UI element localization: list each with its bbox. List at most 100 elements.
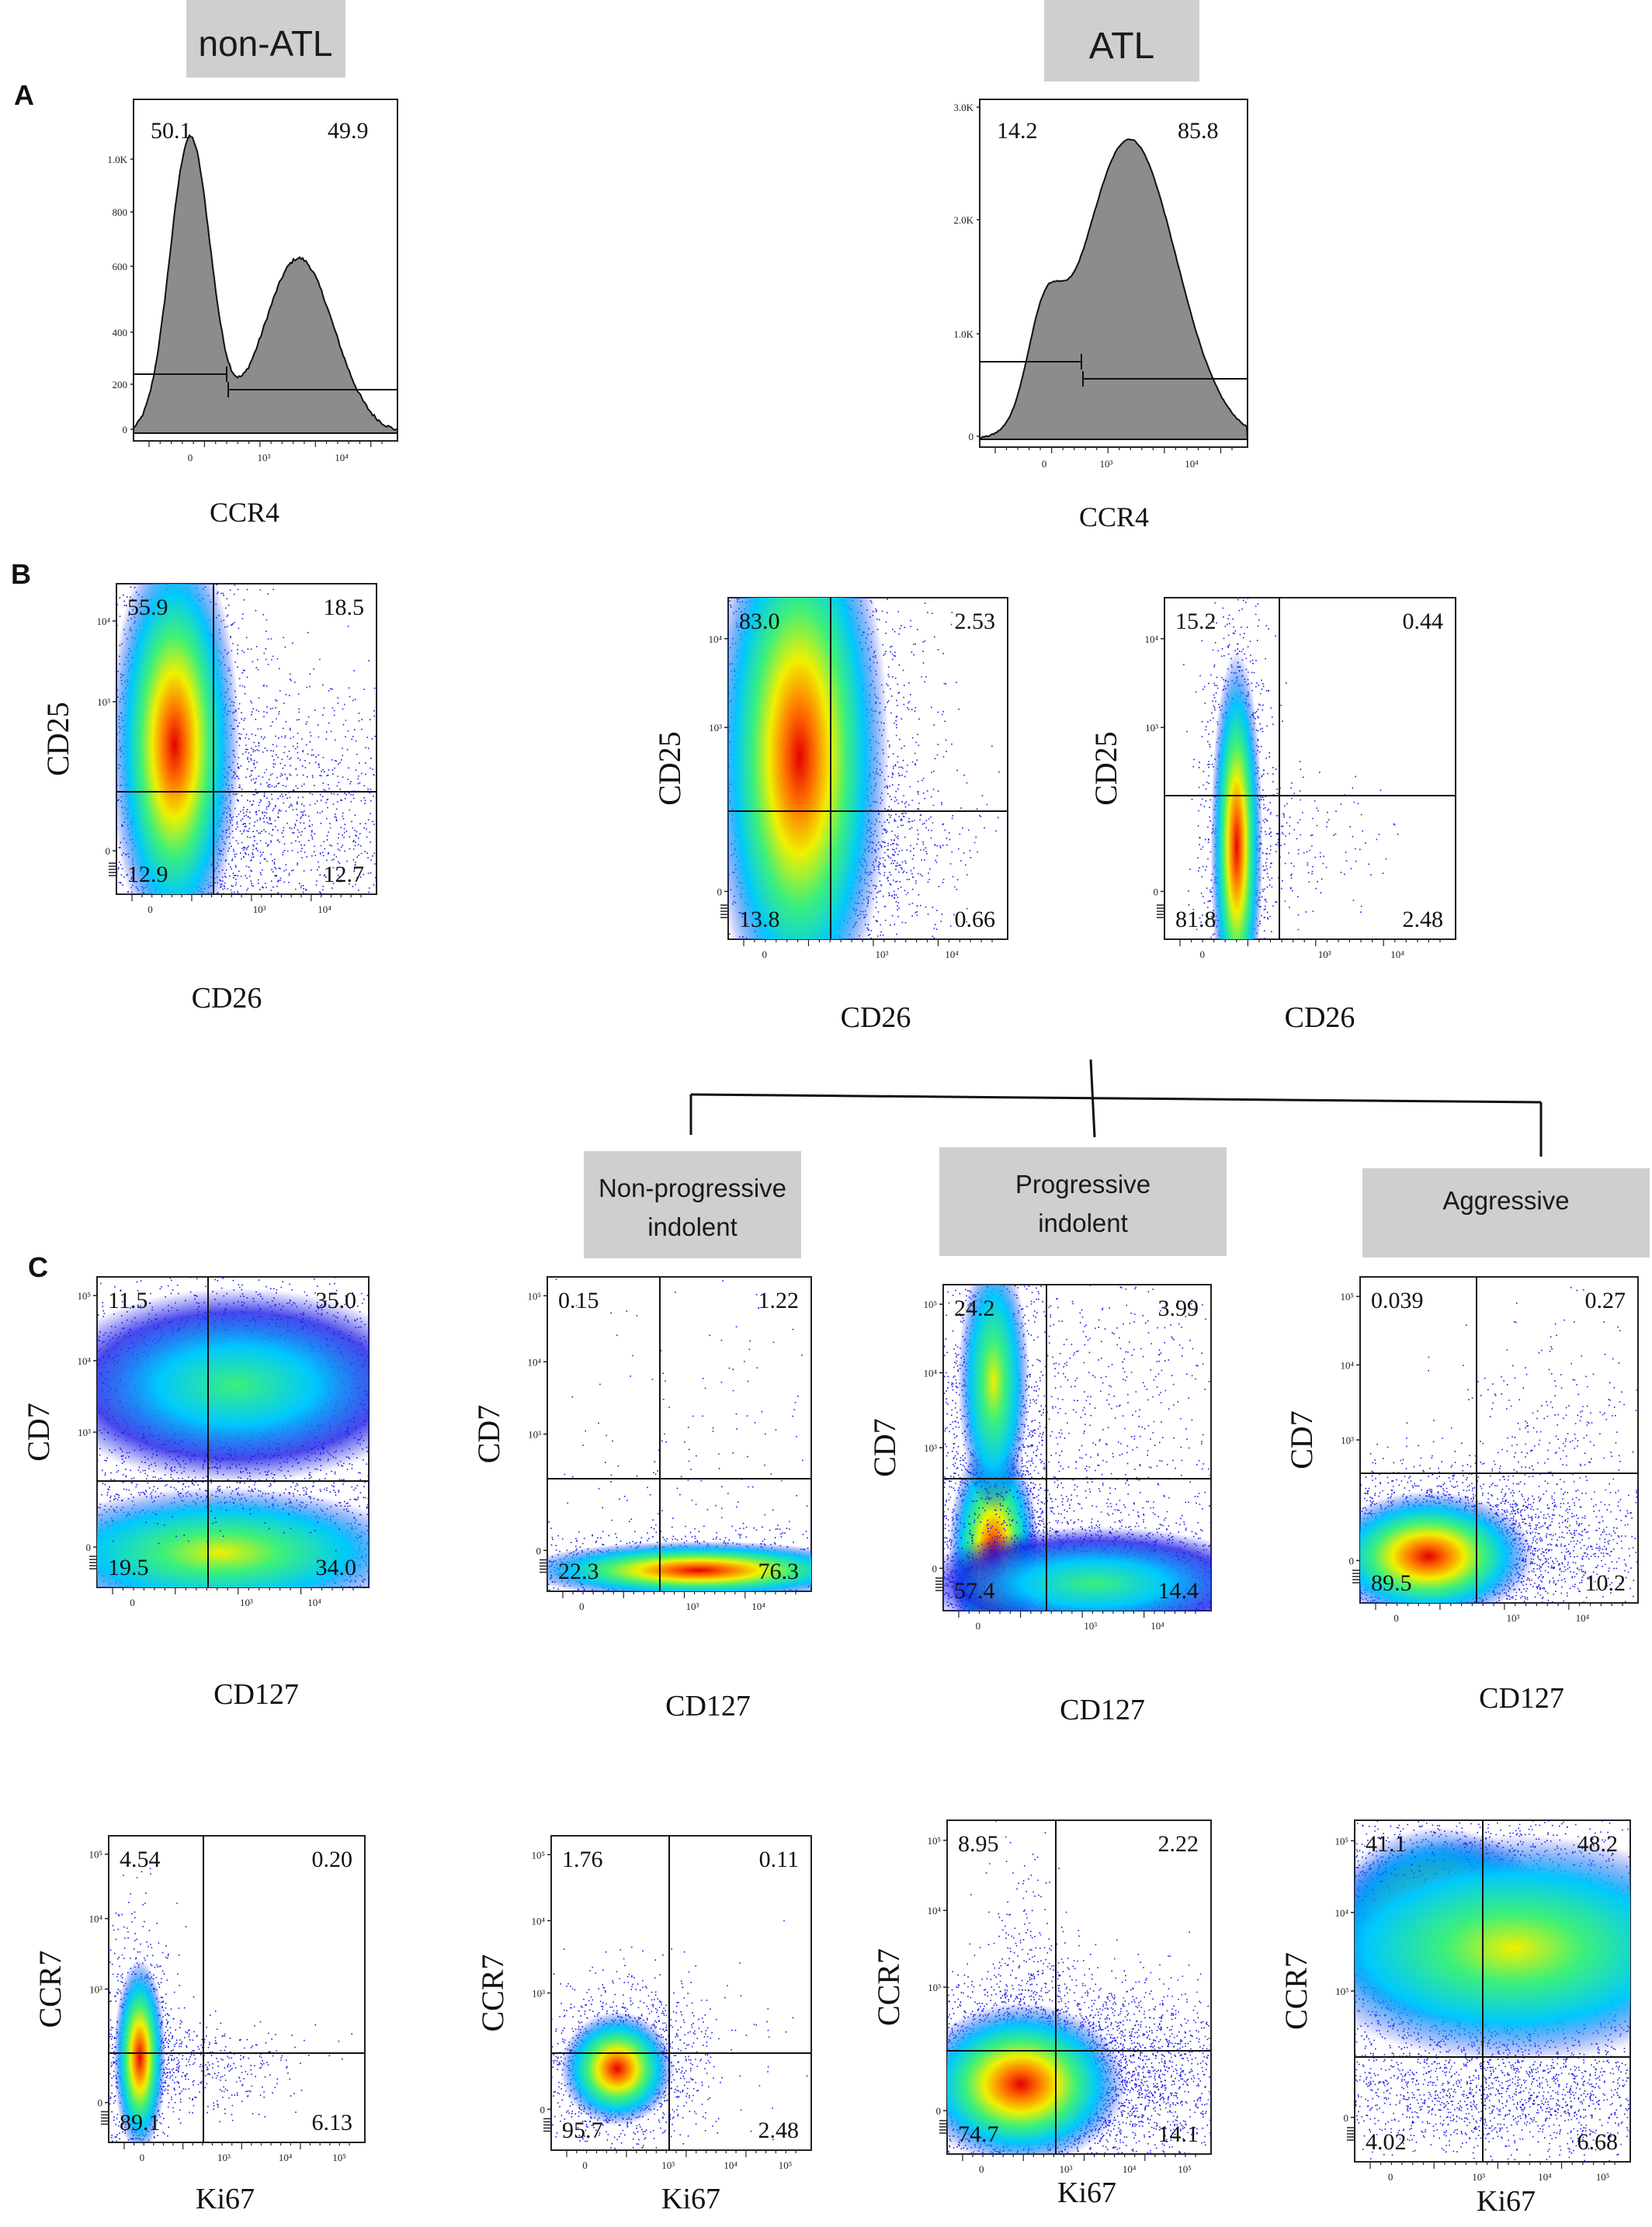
event-dots — [1355, 2007, 1630, 2162]
header-box-non-progressive — [584, 1151, 801, 1258]
density-plot-b1: 55.9 18.5 12.9 12.7 10⁴ 10³ 0 0 10³ 10⁴ CD26 CD25 — [40, 583, 377, 1015]
density-plot-d3: 8.95 2.22 74.7 14.1 10⁵ 10⁴ 10³ 0 0 10³ 10⁴ 10⁵ Ki67… — [871, 1819, 1212, 2209]
quadrant-label-upper-right: 0.20 — [312, 1847, 353, 1872]
quadrant-label-lower-right: 14.1 — [1158, 2121, 1199, 2147]
y-axis-label: CD25 — [652, 731, 687, 806]
x-tick-label: 0 — [1388, 2171, 1393, 2183]
quadrant-label-upper-left: 0.15 — [558, 1288, 599, 1313]
y-tick-label: 10⁵ — [1334, 1835, 1348, 1847]
header-box-aggressive — [1362, 1168, 1650, 1257]
x-tick-label: 10⁴ — [1390, 949, 1404, 960]
gate-label-left: 50.1 — [151, 118, 192, 144]
y-tick-label: 10³ — [709, 722, 722, 734]
quadrant-label-upper-left: 41.1 — [1366, 1831, 1407, 1857]
y-tick-label: 2.0K — [953, 214, 974, 226]
header-box-non-atl — [186, 0, 345, 78]
y-tick-label: 10⁵ — [1340, 1291, 1354, 1303]
header-aggressive: Aggressive — [1442, 1186, 1569, 1215]
y-axis-label: CD7 — [471, 1405, 506, 1464]
x-tick-label: 0 — [1393, 1612, 1399, 1624]
x-tick-label: 10⁴ — [1185, 458, 1199, 470]
quadrant-label-upper-right: 0.27 — [1585, 1288, 1626, 1313]
x-axis-label: CD127 — [665, 1690, 751, 1722]
quadrant-label-upper-left: 1.76 — [562, 1847, 603, 1872]
y-tick-label: 400 — [113, 327, 128, 338]
histogram-histA1: 1.0K 800 600 400 200 0 0 10³ 10⁴ 50.1 49.9 CCR4 — [107, 99, 398, 528]
quadrant-label-lower-right: 2.48 — [1403, 907, 1444, 932]
header-progressive-line2: indolent — [1038, 1209, 1128, 1237]
x-tick-label: 0 — [979, 2163, 984, 2175]
y-tick-label: 10³ — [89, 1984, 102, 1996]
y-tick-label: 0 — [106, 845, 111, 857]
y-axis-label: CD25 — [1088, 731, 1123, 806]
x-tick-label: 0 — [976, 1620, 981, 1632]
y-axis-label: CCR7 — [33, 1950, 68, 2028]
header-progressive-line1: Progressive — [1015, 1170, 1150, 1198]
y-tick-label: 10⁴ — [1334, 1907, 1348, 1919]
y-axis-label: CCR7 — [475, 1954, 510, 2031]
y-tick-label: 0 — [936, 2105, 942, 2117]
x-axis-label: CD127 — [213, 1678, 299, 1711]
y-tick-label: 10³ — [928, 1982, 941, 1993]
y-tick-label: 10³ — [924, 1442, 937, 1454]
x-tick-label: 10⁵ — [779, 2159, 793, 2171]
y-tick-label: 10⁴ — [77, 1355, 91, 1367]
x-tick-label: 10³ — [1100, 458, 1113, 470]
quadrant-label-lower-right: 2.48 — [758, 2118, 800, 2143]
y-tick-label: 10⁴ — [927, 1905, 941, 1917]
density-plot-d1: 4.54 0.20 89.1 6.13 10⁵ 10⁴ 10³ 0 0 10³ 10⁴ 10⁵ Ki67… — [33, 1835, 366, 2215]
quadrant-label-upper-left: 4.54 — [120, 1847, 161, 1872]
x-tick-label: 10⁴ — [279, 2152, 293, 2163]
x-tick-label: 10⁴ — [1123, 2163, 1137, 2175]
x-tick-label: 10³ — [661, 2159, 675, 2171]
quadrant-label-upper-left: 8.95 — [958, 1831, 999, 1857]
quadrant-label-upper-right: 0.11 — [759, 1847, 799, 1872]
y-axis-label: CD7 — [867, 1418, 902, 1477]
y-tick-label: 10⁵ — [88, 1849, 102, 1861]
x-tick-label: 10³ — [1318, 949, 1331, 960]
density-core — [943, 1526, 1211, 1611]
event-cloud — [1360, 1286, 1638, 1603]
y-tick-label: 10⁵ — [923, 1299, 937, 1310]
quadrant-label-lower-left: 12.9 — [127, 862, 168, 887]
plot-frame — [133, 99, 398, 442]
plot-frame — [547, 1276, 812, 1592]
density-core — [728, 598, 890, 939]
event-cloud — [943, 1285, 1211, 1611]
event-cloud — [116, 584, 377, 894]
density-core — [560, 2011, 675, 2126]
x-tick-label: 10⁴ — [1576, 1612, 1590, 1624]
density-plot-c2: 0.15 1.22 22.3 76.3 10⁵ 10⁴ 10³ 0 0 10³ 10⁴ CD127 CD… — [471, 1276, 812, 1722]
density-core — [1355, 1834, 1630, 2062]
panel-letter-b: B — [11, 558, 31, 590]
x-tick-label: 0 — [130, 1597, 135, 1608]
header-atl: ATL — [1089, 26, 1154, 67]
density-plot-c1: 11.5 35.0 19.5 34.0 10⁵ 10⁴ 10³ 0 0 10³ 10⁴ CD127 CD… — [21, 1276, 370, 1711]
y-tick-label: 10⁴ — [1144, 633, 1158, 645]
y-tick-label: 0 — [1349, 1555, 1355, 1566]
event-dots — [943, 1477, 1211, 1611]
plot-frame — [979, 99, 1248, 448]
quadrant-label-upper-left: 55.9 — [127, 595, 168, 620]
event-cloud — [1355, 1820, 1630, 2162]
density-core — [97, 1487, 369, 1587]
x-tick-label: 10³ — [1060, 2163, 1073, 2175]
quadrant-label-upper-right: 2.53 — [955, 609, 996, 634]
y-tick-label: 10⁴ — [531, 1915, 545, 1927]
event-cloud — [947, 1820, 1211, 2154]
y-tick-label: 10³ — [78, 1427, 91, 1438]
quadrant-label-upper-left: 15.2 — [1175, 609, 1216, 634]
x-tick-label: 10⁵ — [1596, 2171, 1610, 2183]
quadrant-label-upper-left: 24.2 — [954, 1296, 995, 1321]
density-plot-b2: 83.0 2.53 13.8 0.66 10⁴ 10³ 0 0 10³ 10⁴ CD26 CD25 — [652, 597, 1008, 1034]
x-tick-label: 10³ — [240, 1597, 253, 1608]
quadrant-label-upper-right: 0.44 — [1403, 609, 1444, 634]
x-axis-label: CCR4 — [210, 497, 279, 528]
x-tick-label: 10³ — [258, 452, 271, 463]
y-axis-label: CCR7 — [1279, 1952, 1314, 2030]
x-axis-label: CD26 — [841, 1001, 911, 1034]
y-tick-label: 0 — [540, 2104, 546, 2115]
density-core — [947, 2003, 1127, 2154]
x-axis-label: CD26 — [1285, 1001, 1355, 1034]
